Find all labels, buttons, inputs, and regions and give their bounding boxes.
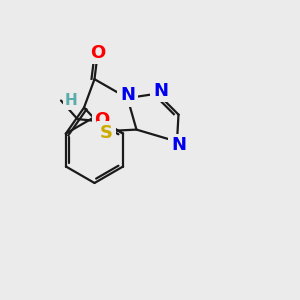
Text: N: N (120, 86, 135, 104)
Text: O: O (90, 44, 105, 62)
Text: N: N (171, 136, 186, 154)
Text: S: S (100, 124, 113, 142)
Text: N: N (153, 82, 168, 100)
Text: H: H (65, 93, 78, 108)
Text: O: O (94, 111, 110, 129)
